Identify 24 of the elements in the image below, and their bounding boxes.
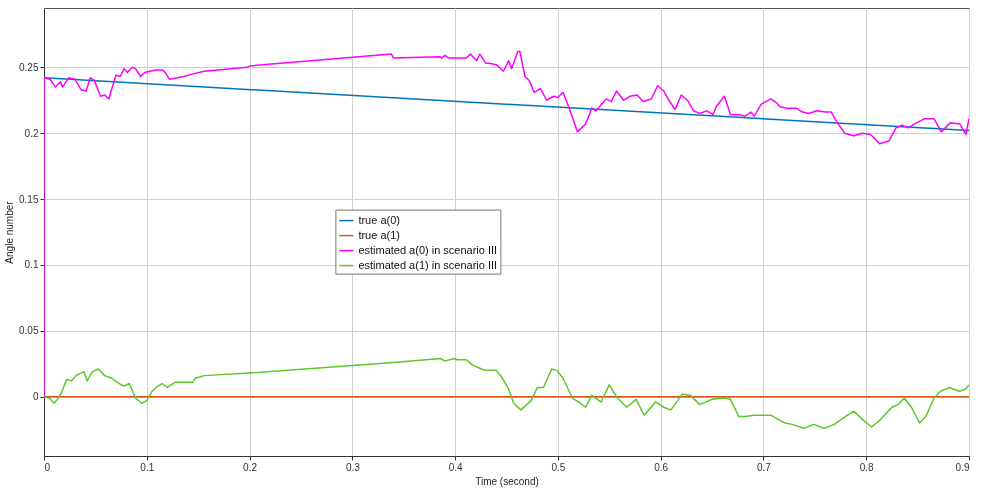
x-tick-label: 0.4 xyxy=(448,461,463,473)
x-tick-label: 0.3 xyxy=(345,461,361,473)
x-tick-label: 0.7 xyxy=(756,461,772,473)
x-tick-label: 0.1 xyxy=(140,461,155,473)
x-tick-label: 0.2 xyxy=(243,461,258,473)
x-tick-label: 0.5 xyxy=(551,461,566,473)
legend-label: true a(1) xyxy=(358,228,400,241)
x-tick-label: 0.9 xyxy=(955,461,970,473)
y-tick-label: 0.05 xyxy=(19,325,39,337)
y-tick-label: 0.25 xyxy=(19,61,39,73)
x-tick-label: 0.8 xyxy=(859,461,875,473)
legend-label: estimated a(0) in scenario III xyxy=(358,243,498,256)
line-series xyxy=(44,357,969,430)
y-tick-label: 0 xyxy=(32,391,39,403)
x-tick-label: 0 xyxy=(44,461,51,473)
legend-label: true a(0) xyxy=(358,213,400,226)
y-axis-title: Angle number xyxy=(4,200,16,264)
line-series xyxy=(44,50,969,398)
y-tick-label: 0.1 xyxy=(24,259,39,271)
x-axis-title: Time (second) xyxy=(475,475,539,487)
legend-label: estimated a(1) in scenario III xyxy=(358,258,498,271)
x-tick-label: 0.6 xyxy=(654,461,669,473)
y-tick-label: 0.2 xyxy=(24,127,39,139)
y-tick-label: 0.15 xyxy=(19,193,39,205)
